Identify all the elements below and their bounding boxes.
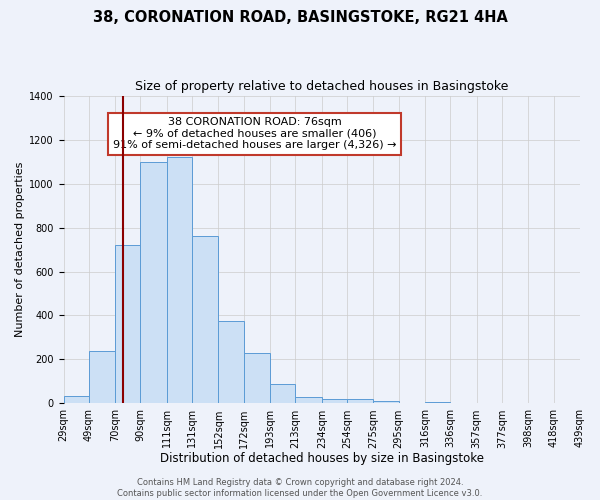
Bar <box>425 402 450 404</box>
Bar <box>347 399 373 404</box>
Y-axis label: Number of detached properties: Number of detached properties <box>15 162 25 337</box>
Text: 38, CORONATION ROAD, BASINGSTOKE, RG21 4HA: 38, CORONATION ROAD, BASINGSTOKE, RG21 4… <box>92 10 508 25</box>
Bar <box>140 162 167 404</box>
Text: 38 CORONATION ROAD: 76sqm
← 9% of detached houses are smaller (406)
91% of semi-: 38 CORONATION ROAD: 76sqm ← 9% of detach… <box>113 117 397 150</box>
Bar <box>322 399 347 404</box>
Text: Contains HM Land Registry data © Crown copyright and database right 2024.
Contai: Contains HM Land Registry data © Crown c… <box>118 478 482 498</box>
Bar <box>295 397 322 404</box>
Bar <box>64 396 89 404</box>
Bar <box>244 353 270 404</box>
Bar <box>167 157 192 404</box>
Bar <box>192 236 218 404</box>
X-axis label: Distribution of detached houses by size in Basingstoke: Distribution of detached houses by size … <box>160 452 484 465</box>
Bar <box>89 350 115 404</box>
Bar <box>115 245 140 404</box>
Title: Size of property relative to detached houses in Basingstoke: Size of property relative to detached ho… <box>135 80 508 93</box>
Bar <box>270 384 295 404</box>
Bar <box>218 321 244 404</box>
Bar <box>373 402 398 404</box>
